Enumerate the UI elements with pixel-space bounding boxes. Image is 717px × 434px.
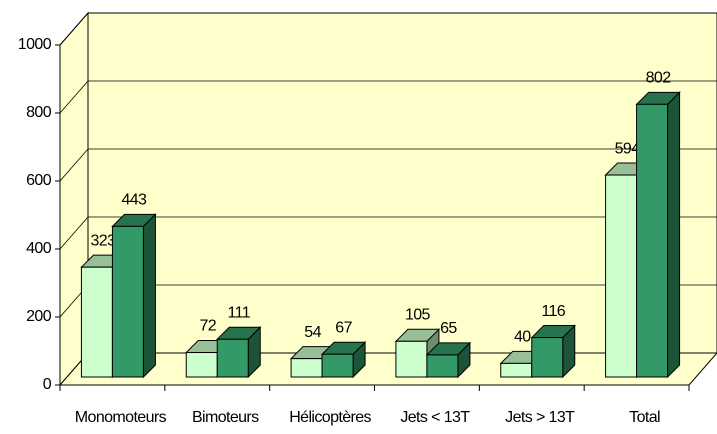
bar-front xyxy=(500,362,533,378)
data-label: 116 xyxy=(541,303,565,320)
bar-front xyxy=(426,354,459,378)
bar xyxy=(425,341,472,379)
data-label: 67 xyxy=(335,319,352,336)
grid-line xyxy=(59,216,717,250)
y-tick-label: 1000 xyxy=(18,36,52,53)
data-label: 72 xyxy=(199,318,216,335)
plot: 0 200 400 600 800 1000 Monomoteurs Bimoteurs Hél… xyxy=(18,12,717,426)
grid-line xyxy=(59,12,717,46)
bar-front xyxy=(605,174,638,378)
x-tick-label: Monomoteurs xyxy=(75,409,167,426)
bar xyxy=(530,324,576,379)
x-tick-label: Total xyxy=(629,409,660,426)
x-tick-label: Bimoteurs xyxy=(192,409,259,426)
bar-front xyxy=(290,358,323,378)
data-label: 802 xyxy=(646,70,672,87)
bar-side xyxy=(142,213,156,379)
data-label: 323 xyxy=(90,232,116,249)
bar xyxy=(320,341,367,379)
data-label: 594 xyxy=(615,140,641,157)
y-tick-label: 200 xyxy=(26,308,52,325)
grid-line xyxy=(59,80,717,114)
bar-front xyxy=(531,337,564,378)
bar-front xyxy=(321,353,354,378)
x-tick-label: Hélicoptères xyxy=(289,409,371,426)
y-tick-label: 800 xyxy=(26,104,52,121)
bar-front xyxy=(636,103,669,378)
bar-front xyxy=(395,340,428,378)
grid-line xyxy=(59,148,717,182)
data-label: 443 xyxy=(121,192,147,209)
bar-side xyxy=(667,91,681,379)
bar-front xyxy=(185,352,218,378)
bar xyxy=(635,91,681,379)
y-tick-label: 0 xyxy=(43,376,52,393)
x-tick-label: Jets > 13T xyxy=(505,409,575,426)
bar-front xyxy=(216,338,249,378)
data-label: 54 xyxy=(304,324,321,341)
y-tick-label: 400 xyxy=(26,240,52,257)
bar-front xyxy=(80,266,113,378)
data-label: 65 xyxy=(440,320,457,337)
bar-front xyxy=(111,225,144,378)
bar xyxy=(216,326,262,379)
data-label: 111 xyxy=(227,304,250,321)
y-tick-label: 600 xyxy=(26,172,52,189)
data-label: 40 xyxy=(514,329,531,346)
x-tick-label: Jets < 13T xyxy=(400,409,470,426)
data-label: 105 xyxy=(405,307,431,324)
bar xyxy=(111,213,157,379)
